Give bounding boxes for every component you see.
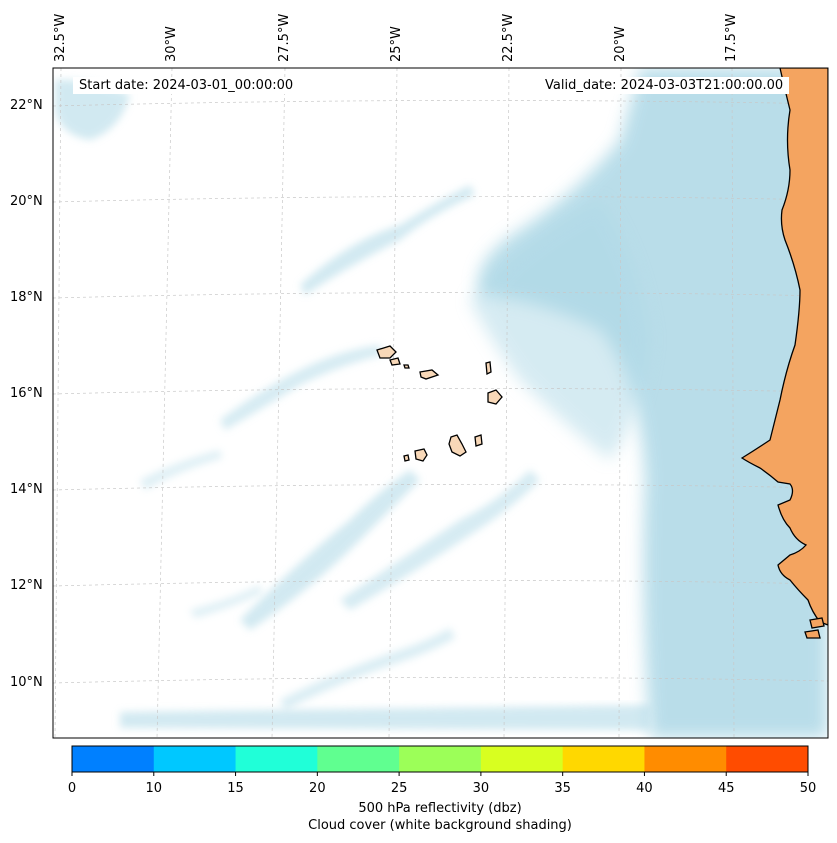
latitude-label: 20°N <box>10 194 43 209</box>
cloud-streak-2 <box>220 345 382 430</box>
meridian-20 <box>618 68 622 738</box>
longitude-label: 30°W <box>164 26 179 62</box>
cloud-streak-5 <box>280 628 455 710</box>
map-border <box>52 67 829 739</box>
meridian-25 <box>388 68 398 738</box>
colorbar-label-line1: 500 hPa reflectivity (dbz) <box>358 801 522 816</box>
colorbar-swatch <box>72 746 155 772</box>
longitude-label: 32.5°W <box>53 13 68 62</box>
colorbar-swatch <box>726 746 809 772</box>
colorbar-swatch <box>317 746 400 772</box>
colorbar-swatch <box>235 746 318 772</box>
latitude-label: 10°N <box>10 675 43 690</box>
island-sao-nicolau <box>419 369 440 380</box>
meridian-32-5 <box>54 68 62 738</box>
latitude-label: 22°N <box>10 98 43 113</box>
latitude-label: 12°N <box>10 578 43 593</box>
longitude-label: 22.5°W <box>501 13 516 62</box>
africa-coast <box>740 68 828 626</box>
bijagos-island-1 <box>809 617 825 629</box>
latitude-label: 18°N <box>10 290 43 305</box>
colorbar-tick-label: 15 <box>227 781 244 796</box>
island-santiago <box>448 434 467 457</box>
colorbar-tick-label: 50 <box>799 781 817 796</box>
parallel-14 <box>53 484 828 491</box>
parallel-10 <box>53 677 828 684</box>
cloud-cover-layer <box>55 68 828 738</box>
island-santa-luzia <box>403 364 410 369</box>
valid-date-label: Valid_date: 2024-03-03T21:00:00.00 <box>539 77 790 94</box>
cloud-streak-6 <box>140 450 222 490</box>
meridian-27-5 <box>271 68 286 738</box>
colorbar-tick-label: 45 <box>717 781 735 796</box>
cloud-streak-7 <box>190 585 262 618</box>
island-sao-vicente <box>389 357 401 366</box>
colorbar-label-line2: Cloud cover (white background shading) <box>308 818 572 833</box>
colorbar-tick-label: 40 <box>636 781 653 796</box>
meridian-17-5 <box>731 68 735 738</box>
island-brava <box>403 454 410 462</box>
island-santo-antao <box>376 345 397 359</box>
cloud-strip-south <box>120 705 650 730</box>
colorbar-tick-label: 20 <box>309 781 326 796</box>
cloud-patch-nw <box>55 79 130 140</box>
cloud-streak-4 <box>340 470 540 610</box>
island-fogo <box>414 448 428 462</box>
colorbar-swatch <box>644 746 727 772</box>
colorbar-swatch <box>399 746 482 772</box>
colorbar-swatch <box>562 746 645 772</box>
colorbar-tick-label: 10 <box>145 781 163 796</box>
colorbar-border <box>71 745 809 773</box>
colorbar <box>72 746 809 772</box>
colorbar-tick-label: 30 <box>472 781 490 796</box>
meridian-30 <box>156 68 173 738</box>
colorbar-swatch <box>153 746 237 772</box>
land-layer <box>376 68 828 639</box>
island-maio <box>474 434 483 447</box>
latitude-label: 16°N <box>10 386 43 401</box>
colorbar-swatch <box>480 746 564 772</box>
parallel-12 <box>53 580 828 587</box>
start-date-label: Start date: 2024-03-01_00:00:00 <box>73 77 300 94</box>
cloud-streak-3 <box>240 470 420 630</box>
bijagos-island-2 <box>804 629 821 639</box>
longitude-label: 27.5°W <box>277 13 292 62</box>
longitude-label: 25°W <box>389 26 404 62</box>
parallel-22 <box>53 100 828 107</box>
parallel-20 <box>53 196 828 203</box>
parallel-16 <box>53 388 828 395</box>
colorbar-tick-marks <box>71 772 809 776</box>
colorbar-tick-label: 25 <box>390 781 408 796</box>
gridlines <box>53 68 828 738</box>
cloud-band-central <box>470 200 650 460</box>
parallel-18 <box>53 292 828 299</box>
longitude-label: 20°W <box>613 26 628 62</box>
latitude-label: 14°N <box>10 482 43 497</box>
colorbar-tick-label: 35 <box>554 781 571 796</box>
island-sal <box>485 361 492 376</box>
cloud-streak-1 <box>300 185 475 295</box>
island-boa-vista <box>487 389 503 405</box>
colorbar-tick-label: 0 <box>67 781 77 796</box>
longitude-label: 17.5°W <box>724 13 739 62</box>
meridian-22-5 <box>503 68 510 738</box>
